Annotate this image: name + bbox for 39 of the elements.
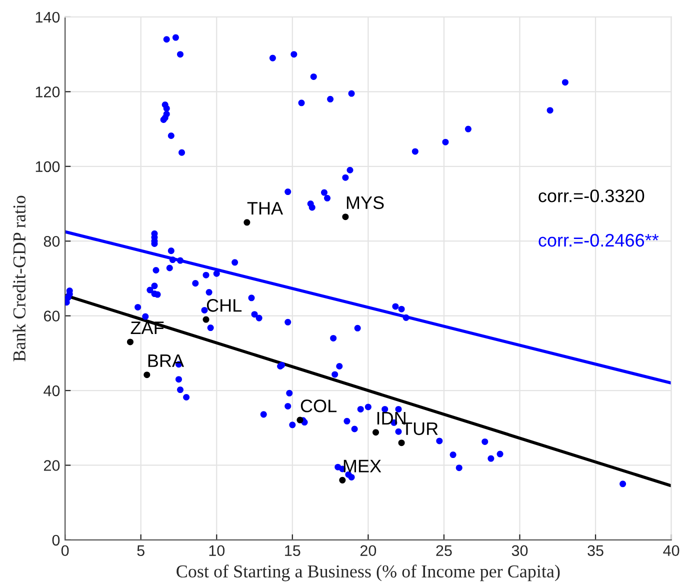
- y-tick-label: 120: [36, 86, 60, 98]
- x-tick-label: 20: [360, 545, 376, 556]
- y-axis-title: Bank Credit-GDP ratio: [12, 196, 26, 362]
- y-tick-label: 100: [36, 161, 60, 172]
- annotation: IDN: [377, 412, 406, 424]
- point: [126, 338, 134, 346]
- annotation: BRA: [148, 354, 184, 367]
- point: [296, 416, 304, 424]
- annotation: corr.=-0.2466**: [538, 234, 659, 247]
- x-axis-title: Cost of Starting a Business (% of Income per Capita): [176, 564, 560, 582]
- y-tick-label: 140: [36, 12, 60, 23]
- point: [372, 429, 380, 436]
- annotation: COL: [300, 400, 337, 412]
- y-tick-label: 0: [52, 534, 60, 546]
- point: [398, 440, 405, 446]
- x-tick-label: 5: [137, 545, 144, 556]
- annotation: CHL: [206, 299, 242, 312]
- annotation: TUR: [402, 422, 438, 436]
- x-tick-label: 15: [285, 545, 300, 556]
- y-tick-label: 60: [44, 310, 60, 322]
- annotation: MYS: [346, 196, 384, 210]
- point: [144, 372, 150, 378]
- y-tick-label: 40: [44, 385, 60, 396]
- annotation: MEX: [344, 460, 382, 472]
- x-tick-label: 25: [436, 545, 452, 556]
- annotation: corr.=-0.3320: [538, 189, 644, 202]
- point: [244, 219, 250, 226]
- x-tick-label: 0: [61, 545, 69, 556]
- point: [202, 316, 210, 323]
- y-tick-label: 80: [44, 236, 60, 247]
- annotation: ZAF: [130, 322, 164, 334]
- y-tick-label: 20: [44, 460, 60, 471]
- x-tick-label: 30: [512, 545, 528, 556]
- x-tick-label: 10: [209, 545, 225, 556]
- point: [342, 214, 349, 220]
- point: [339, 476, 346, 484]
- x-tick-label: 40: [663, 545, 680, 556]
- x-tick-label: 35: [588, 545, 604, 556]
- annotation: THA: [247, 202, 284, 215]
